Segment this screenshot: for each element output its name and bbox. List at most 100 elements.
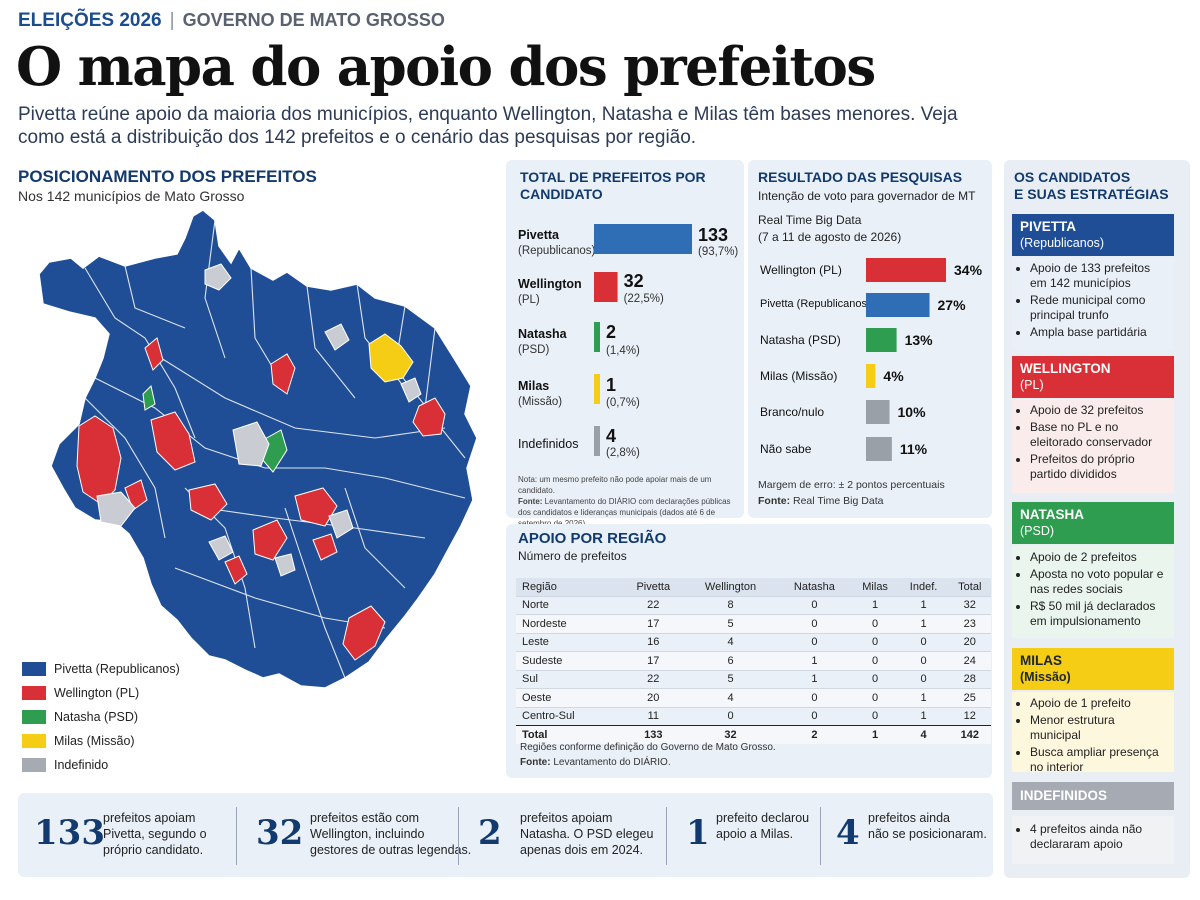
divider [236, 807, 237, 865]
column-header: Indef. [898, 578, 949, 596]
total-label-wellington: Wellington (PL) [518, 277, 582, 308]
table-cell: 4 [898, 725, 949, 744]
table-cell: 0 [898, 651, 949, 670]
table-row: Sul 22 5 1 0 0 28 [516, 669, 991, 689]
legend-swatch-wellington [22, 686, 46, 700]
total-bar-milas [594, 374, 600, 404]
candidate-bullets-milas: Apoio de 1 prefeito Menor estrutura muni… [1012, 692, 1174, 774]
summary-line: apoio a Milas. [716, 827, 794, 841]
legend-item-milas: Milas (Missão) [22, 732, 135, 750]
legend-label: Pivetta (Republicanos) [54, 662, 180, 676]
summary-text: prefeitos estão com Wellington, incluind… [310, 810, 471, 858]
summary-number: 133 [34, 813, 105, 853]
kicker-election: ELEIÇÕES 2026 [18, 10, 162, 31]
list-item: Apoio de 1 prefeito [1030, 696, 1168, 711]
summary-text: prefeitos ainda não se posicionaram. [868, 810, 987, 842]
divider [666, 807, 667, 865]
table-cell: 0 [851, 632, 899, 652]
region-note: Regiões conforme definição do Governo de… [520, 742, 776, 753]
table-cell: 1 [898, 706, 949, 726]
page-subtitle: Pivetta reúne apoio da maioria dos munic… [18, 104, 958, 148]
summary-number: 1 [686, 813, 710, 853]
page-title: O mapa do apoio dos prefeitos [16, 36, 876, 98]
table-cell: 2 [777, 725, 852, 744]
source-label: Fonte: [520, 757, 551, 768]
bar-party: (Missão) [518, 396, 563, 408]
total-panel: TOTAL DE PREFEITOS POR CANDIDATO Pivetta… [506, 160, 744, 528]
table-cell: 28 [948, 669, 991, 689]
candidate-bullets-natasha: Apoio de 2 prefeitos Aposta no voto popu… [1012, 546, 1174, 638]
table-total-row: Total 133 32 2 1 4 142 [516, 725, 991, 744]
legend-swatch-milas [22, 734, 46, 748]
summary-line: gestores de outras legendas. [310, 843, 472, 857]
table-cell: 20 [948, 632, 991, 652]
bar-label: Wellington [518, 277, 582, 291]
table-cell: 1 [898, 595, 949, 615]
list-item: Prefeitos do próprio partido divididos [1030, 452, 1168, 482]
candidate-bullets-pivetta: Apoio de 133 prefeitos em 142 municípios… [1012, 257, 1174, 349]
poll-bar-0 [866, 258, 946, 282]
legend-label: Wellington (PL) [54, 686, 140, 700]
source-label: Fonte: [518, 497, 543, 506]
candidate-bullets-indefinidos: 4 prefeitos ainda não declararam apoio [1012, 816, 1174, 864]
candidate-name: WELLINGTON [1020, 361, 1111, 376]
table-cell: 0 [851, 614, 899, 633]
table-cell: Nordeste [516, 614, 623, 633]
summary-line: Wellington, incluindo [310, 827, 425, 841]
table-cell: 20 [622, 688, 684, 707]
column-header: Milas [851, 578, 899, 596]
poll-bar-2 [866, 328, 897, 352]
total-label-indefinidos: Indefinidos [518, 437, 578, 452]
total-pct-wellington: (22,5%) [623, 293, 664, 305]
candidate-card-wellington: WELLINGTON (PL) [1012, 356, 1174, 398]
legend-item-natasha: Natasha (PSD) [22, 708, 138, 726]
poll-value-naosabe: 11% [899, 441, 928, 457]
summary-line: prefeitos apoiam [520, 811, 613, 825]
poll-bar-1 [866, 293, 930, 317]
region-source-text: Levantamento do DIÁRIO. [553, 757, 671, 768]
table-cell: 1 [777, 651, 852, 670]
summary-line: Pivetta, segundo o [103, 827, 207, 841]
table-cell: Oeste [516, 688, 623, 707]
candidate-card-pivetta: PIVETTA (Republicanos) [1012, 214, 1174, 256]
kicker-subsection: GOVERNO DE MATO GROSSO [182, 10, 445, 30]
table-cell: 17 [622, 651, 684, 670]
list-item: Apoio de 2 prefeitos [1030, 550, 1168, 565]
table-cell: 1 [898, 688, 949, 707]
summary-line: prefeitos apoiam [103, 811, 196, 825]
table-cell: 0 [777, 706, 852, 726]
bar-party: (PL) [518, 294, 540, 306]
total-pct-natasha: (1,4%) [606, 345, 640, 357]
candidate-name: PIVETTA [1020, 219, 1077, 234]
table-cell: 0 [777, 614, 852, 633]
poll-label-pivetta: Pivetta (Republicanos) [760, 298, 871, 310]
list-item: Apoio de 32 prefeitos [1030, 403, 1168, 418]
total-value-wellington: 32 [623, 271, 644, 291]
table-cell: 8 [683, 595, 778, 615]
table-cell: 0 [898, 632, 949, 652]
list-item: Base no PL e no eleitorado conservador [1030, 420, 1168, 450]
list-item: Apoio de 133 prefeitos em 142 municípios [1030, 261, 1168, 291]
table-row: Nordeste 17 5 0 0 1 23 [516, 614, 991, 633]
total-note: Nota: um mesmo prefeito não pode apoiar … [518, 474, 743, 529]
list-item: Ampla base partidária [1030, 325, 1168, 340]
table-cell: 4 [683, 688, 778, 707]
table-cell: 0 [777, 595, 852, 615]
kicker: ELEIÇÕES 2026 | GOVERNO DE MATO GROSSO [18, 10, 445, 32]
poll-label-branco: Branco/nulo [760, 405, 825, 419]
poll-value-milas: 4% [883, 368, 904, 384]
legend-item-indefinido: Indefinido [22, 756, 108, 774]
legend-swatch-natasha [22, 710, 46, 724]
region-table: Região Pivetta Wellington Natasha Milas Indef… [516, 578, 991, 744]
total-bar-chart [594, 224, 692, 456]
table-cell: 17 [622, 614, 684, 633]
polls-title: RESULTADO DAS PESQUISAS [758, 169, 963, 185]
map-title: POSICIONAMENTO DOS PREFEITOS [18, 167, 317, 186]
summary-number: 4 [836, 813, 860, 853]
municipality-map [38, 209, 478, 689]
list-item: R$ 50 mil já declarados em impulsionamen… [1030, 599, 1168, 629]
table-row: Norte 22 8 0 1 1 32 [516, 595, 991, 615]
source-label: Fonte: [758, 495, 791, 507]
table-cell: 23 [948, 614, 991, 633]
divider [458, 807, 459, 865]
